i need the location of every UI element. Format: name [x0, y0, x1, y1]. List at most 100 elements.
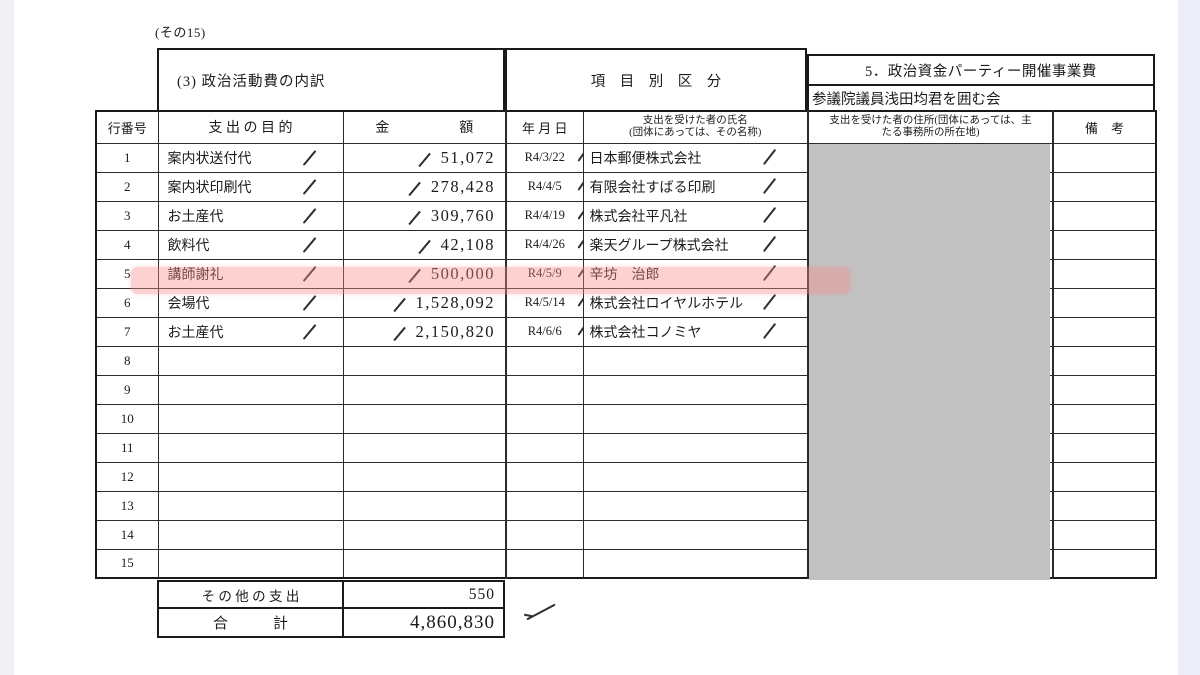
- purpose-cell: 飲料代: [157, 229, 344, 260]
- organization-name: 参議院議員浅田均君を囲む会: [812, 91, 1001, 108]
- remarks-cell: [1052, 432, 1157, 463]
- payee-header-line1: 支出を受けた者の氏名: [642, 114, 748, 126]
- amount-text: 309,760: [430, 205, 495, 225]
- payee-cell: 辛坊 治郎: [582, 258, 809, 289]
- amount-cell: [342, 461, 507, 492]
- row-number-cell: 4: [95, 229, 159, 260]
- remarks-cell: [1052, 403, 1157, 434]
- purpose-cell: お土産代: [157, 316, 344, 347]
- payee-cell: [582, 374, 809, 405]
- purpose-text: 案内状印刷代: [167, 180, 252, 196]
- purpose-cell: [157, 490, 344, 521]
- date-text: R4/6/6: [527, 324, 562, 338]
- date-cell: [505, 374, 584, 405]
- row-number-cell: 12: [95, 461, 159, 492]
- col-header-remarks: 備 考: [1052, 110, 1157, 144]
- payee-text: 日本郵便株式会社: [589, 151, 702, 167]
- remarks-cell: [1052, 287, 1157, 318]
- remarks-cell: [1052, 374, 1157, 405]
- col-header-purpose: 支 出 の 目 的: [157, 110, 344, 144]
- date-text: R4/5/14: [524, 295, 565, 309]
- date-cell: R4/4/5: [505, 171, 584, 202]
- amount-text: 278,428: [430, 176, 495, 196]
- date-text: R4/3/22: [524, 150, 565, 164]
- date-text: R4/4/5: [527, 179, 562, 193]
- redaction-overlay: [809, 144, 1050, 580]
- tick-mark: [762, 322, 777, 339]
- amount-cell: 2,150,820: [342, 316, 507, 347]
- payee-text: 有限会社すばる印刷: [589, 180, 716, 196]
- purpose-text: 会場代: [167, 296, 210, 312]
- tick-mark: [302, 149, 316, 166]
- row-number-cell: 9: [95, 374, 159, 405]
- purpose-cell: お土産代: [157, 200, 344, 231]
- address-header-line1: 支出を受けた者の住所(団体にあっては、主: [829, 114, 1032, 126]
- row-number-cell: 8: [95, 345, 159, 376]
- col-header-date: 年 月 日: [505, 110, 584, 144]
- payee-cell: [582, 432, 809, 463]
- remarks-cell: [1052, 490, 1157, 521]
- other-expense-row: そ の 他 の 支 出 550: [159, 582, 503, 609]
- payee-cell: 日本郵便株式会社: [582, 142, 809, 173]
- amount-text: 500,000: [430, 263, 495, 283]
- amount-text: 42,108: [440, 234, 495, 254]
- address-header-line2: たる事務所の所在地): [881, 127, 980, 139]
- payee-text: 株式会社平凡社: [589, 209, 688, 225]
- tick-mark: [394, 296, 407, 308]
- amount-cell: [342, 403, 507, 434]
- purpose-cell: 案内状送付代: [157, 142, 344, 173]
- date-cell: R4/4/19: [505, 200, 584, 231]
- payee-text: 株式会社コノミヤ: [589, 325, 702, 341]
- purpose-text: お土産代: [167, 325, 224, 341]
- tick-mark: [762, 235, 777, 252]
- amount-text: 51,072: [440, 147, 495, 167]
- check-mark: [526, 603, 556, 621]
- total-label: 合 計: [159, 609, 344, 636]
- totals-table: そ の 他 の 支 出 550 合 計 4,860,830: [157, 580, 505, 638]
- remarks-cell: [1052, 461, 1157, 492]
- column-header-row: 行番号 支 出 の 目 的 金 額 年 月 日 支出を受けた者の氏名 (団体にあ…: [95, 110, 1157, 144]
- payee-cell: 株式会社ロイヤルホテル: [582, 287, 809, 318]
- amount-cell: 309,760: [342, 200, 507, 231]
- purpose-cell: 案内状印刷代: [157, 171, 344, 202]
- purpose-cell: [157, 461, 344, 492]
- date-cell: R4/3/22: [505, 142, 584, 173]
- purpose-cell: [157, 548, 344, 579]
- other-expense-label: そ の 他 の 支 出: [159, 582, 344, 607]
- amount-cell: 51,072: [342, 142, 507, 173]
- tick-mark: [762, 293, 777, 310]
- page-edge-right: [1178, 0, 1200, 675]
- remarks-cell: [1052, 171, 1157, 202]
- report-document: (3) 政治活動費の内訳 項 目 別 区 分 5．政治資金パーティー開催事業費 …: [95, 48, 1157, 640]
- amount-cell: [342, 548, 507, 579]
- amount-cell: [342, 345, 507, 376]
- row-number-cell: 7: [95, 316, 159, 347]
- date-cell: [505, 345, 584, 376]
- section-title-party-expense: 5．政治資金パーティー開催事業費 参議院議員浅田均君を囲む会: [807, 54, 1155, 110]
- payee-cell: 楽天グループ株式会社: [582, 229, 809, 260]
- date-cell: [505, 403, 584, 434]
- remarks-cell: [1052, 345, 1157, 376]
- page-edge-left: [0, 0, 14, 675]
- amount-text: 1,528,092: [415, 292, 495, 312]
- date-text: R4/4/19: [524, 208, 565, 222]
- row-number-cell: 3: [95, 200, 159, 231]
- purpose-text: 講師謝礼: [167, 267, 224, 283]
- tick-mark: [302, 294, 316, 311]
- amount-cell: 42,108: [342, 229, 507, 260]
- amount-cell: 278,428: [342, 171, 507, 202]
- row-number-cell: 2: [95, 171, 159, 202]
- date-cell: R4/6/6: [505, 316, 584, 347]
- other-expense-amount: 550: [468, 585, 495, 603]
- col-header-row-no: 行番号: [95, 110, 159, 144]
- col-header-amount: 金 額: [342, 110, 507, 144]
- tick-mark: [302, 178, 316, 195]
- payee-cell: [582, 345, 809, 376]
- date-cell: R4/5/9: [505, 258, 584, 289]
- tick-mark: [762, 177, 777, 194]
- date-cell: [505, 432, 584, 463]
- tick-mark: [762, 148, 777, 165]
- date-cell: [505, 548, 584, 579]
- amount-text: 2,150,820: [415, 321, 495, 341]
- payee-cell: [582, 461, 809, 492]
